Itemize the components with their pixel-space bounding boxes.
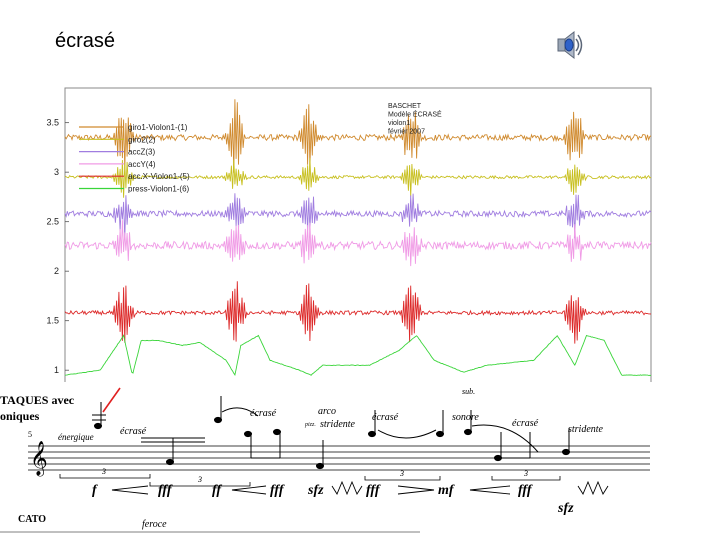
- series-line-4: [64, 220, 652, 267]
- legend-entry: accY(4): [128, 160, 156, 169]
- series-line-3: [64, 193, 652, 240]
- series-line-1: [64, 99, 652, 173]
- speaker-icon[interactable]: [552, 28, 586, 62]
- y-axis: 1 1.5 2 2.5 3 3.5: [46, 118, 69, 375]
- slurs: [221, 407, 539, 453]
- marking-sonore: sonore: [452, 412, 479, 423]
- y-tick-label: 1.5: [46, 316, 59, 326]
- dynamic-f: f: [92, 483, 98, 498]
- score-heading-2: oniques: [0, 409, 40, 423]
- annotation-line: Modèle ÉCRASÉ: [388, 110, 442, 119]
- marking-pizz: pizz.: [304, 422, 316, 428]
- crescendo-1: [111, 485, 149, 495]
- measure-number: 5: [28, 430, 32, 439]
- marking-ecrase-1: écrasé: [120, 426, 147, 437]
- marking-ecrase-3: écrasé: [372, 412, 399, 423]
- crescendo-3: [469, 485, 511, 495]
- marking-feroce: feroce: [142, 519, 167, 530]
- annotation-line: BASCHET: [388, 103, 422, 110]
- treble-clef: 𝄞: [30, 441, 48, 477]
- dynamic-fff-4: fff: [518, 483, 533, 498]
- plot-frame: [64, 87, 652, 391]
- legend-entry: accZ(3): [128, 148, 155, 157]
- music-score: TAQUES avec oniques 5 𝄞 énergique écrasé…: [0, 382, 652, 540]
- series-lines: [64, 99, 652, 377]
- dynamic-fff-1: fff: [158, 483, 173, 498]
- y-tick-label: 2: [54, 266, 59, 276]
- dynamic-sfz-2: sfz: [557, 501, 574, 516]
- annotation-line: février 2007: [388, 129, 425, 136]
- series-line-6: [64, 334, 652, 377]
- notes: [92, 396, 570, 470]
- zigzag-2: [577, 480, 609, 496]
- y-tick-label: 1: [54, 365, 59, 375]
- crescendo-2: [231, 485, 267, 495]
- y-tick-label: 2.5: [46, 217, 59, 227]
- annotation-line: violon1: [388, 120, 410, 127]
- legend-entry: giro1-Violon1-(1): [128, 123, 188, 132]
- legend-entry: acc.X-Violon1-(5): [128, 172, 190, 181]
- marking-energique: énergique: [58, 432, 94, 442]
- legend-entry: press-Violon1-(6): [128, 185, 190, 194]
- marking-sub: sub.: [462, 387, 475, 396]
- score-heading: TAQUES avec: [0, 393, 75, 407]
- staff: [28, 445, 650, 471]
- series-line-2: [64, 157, 652, 198]
- red-accent: [102, 387, 121, 413]
- marking-ecrase-4: écrasé: [512, 418, 539, 429]
- y-tick-label: 3.5: [46, 118, 59, 128]
- legend: giro1-Violon1-(1) giro2(2) accZ(3) accY(4) a…: [79, 123, 190, 194]
- decrescendo: [397, 485, 435, 495]
- series-line-5: [64, 281, 652, 344]
- tuplet-2: 3: [197, 475, 202, 484]
- tuplet-4: 3: [523, 469, 528, 478]
- zigzag-1: [331, 480, 363, 496]
- dynamic-sfz-1: sfz: [307, 483, 324, 498]
- tuplet-brackets: [59, 474, 561, 487]
- marking-stridente-2: stridente: [568, 424, 604, 435]
- dynamic-fff-3: fff: [366, 483, 381, 498]
- tuplet-3: 3: [399, 469, 404, 478]
- marking-stridente-1: stridente: [320, 419, 356, 430]
- marking-arco: arco: [318, 406, 336, 417]
- legend-entry: giro2(2): [128, 135, 156, 144]
- dynamic-ff: ff: [212, 483, 222, 498]
- dynamic-fff-2: fff: [270, 483, 285, 498]
- slide-title: écrasé: [55, 30, 116, 52]
- y-tick-label: 3: [54, 167, 59, 177]
- dynamic-mf: mf: [438, 483, 455, 498]
- marking-ecrase-2: écrasé: [250, 408, 277, 419]
- tuplet-1: 3: [101, 467, 106, 476]
- score-bottom-left: CATO: [18, 514, 46, 525]
